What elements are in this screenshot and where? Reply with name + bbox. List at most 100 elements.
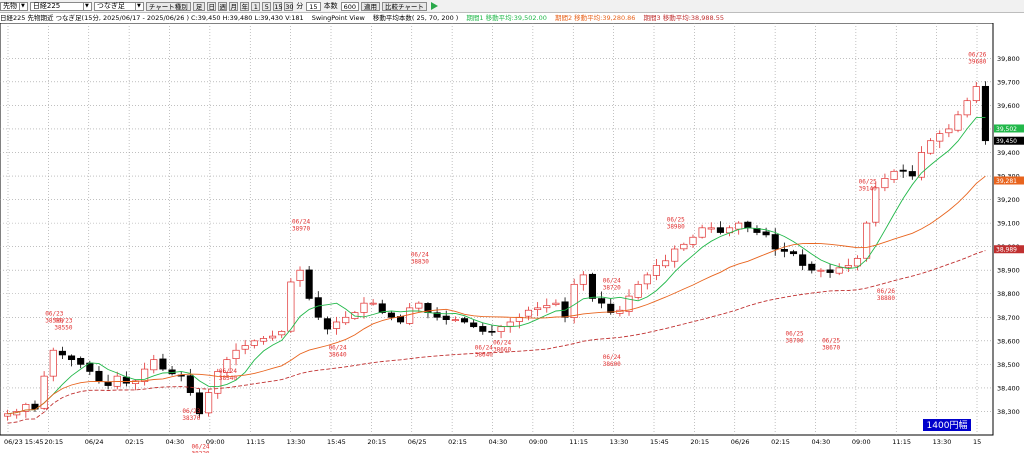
candle-body	[853, 258, 862, 267]
market-value: 先物	[3, 1, 17, 10]
candle-body	[899, 169, 907, 172]
candle-body	[543, 305, 551, 309]
chart-type-button[interactable]: チャート種別	[145, 1, 191, 11]
symbol-select[interactable]: 日経225 ▼	[29, 1, 92, 11]
swing-date-label: 06/24	[219, 368, 237, 375]
candle-body	[278, 331, 286, 336]
interval-input[interactable]: 15	[306, 1, 321, 11]
candle-body	[470, 322, 478, 328]
candle-body	[195, 392, 204, 415]
swing-price-label: 38580	[45, 318, 63, 325]
candle-body	[908, 171, 916, 177]
x-tick-label: 04:30	[812, 438, 831, 446]
swing-price-label: 39680	[968, 59, 986, 66]
period-button-3[interactable]: 年	[240, 1, 250, 11]
period-button-6[interactable]: 15	[273, 1, 283, 11]
candle-body	[579, 274, 587, 285]
chevron-down-icon: ▼	[135, 1, 141, 11]
candle-body	[598, 298, 606, 304]
price-tag	[994, 136, 1024, 145]
price-tag	[994, 176, 1024, 185]
candle-body	[625, 295, 633, 312]
candle-body	[488, 330, 496, 333]
swing-price-label: 38550	[54, 325, 72, 332]
candle-body	[524, 309, 533, 317]
candle-body	[342, 316, 350, 324]
period-button-2[interactable]: 月	[229, 1, 239, 11]
period-button-1[interactable]: 週	[218, 1, 228, 11]
mode-select[interactable]: つなぎ足 ▼	[93, 1, 144, 11]
x-tick-label: 20:15	[44, 438, 63, 446]
candle-body	[744, 221, 752, 229]
candle-body	[981, 85, 989, 142]
swing-price-label: 38660	[493, 347, 511, 354]
candle-body	[698, 227, 706, 238]
candle-body	[881, 178, 889, 189]
candle-body	[360, 302, 368, 313]
view-name: SwingPoint View	[311, 14, 365, 22]
swing-date-label: 06/26	[968, 52, 986, 59]
candle-body	[826, 269, 834, 273]
period-button-7[interactable]: 30	[284, 1, 294, 11]
candle-body	[305, 269, 313, 299]
y-tick-label: 38,500	[997, 361, 1020, 369]
period-button-5[interactable]: 5	[262, 1, 272, 11]
x-tick-label: 09:00	[206, 438, 225, 446]
candle-body	[205, 392, 213, 414]
swing-price-label: 38640	[475, 351, 493, 358]
y-tick-label: 38,800	[997, 290, 1020, 298]
compare-chart-button[interactable]: 比較チャート	[382, 1, 427, 11]
candle-body	[67, 355, 76, 361]
chart-info-bar: 日経225 先物期近 つなぎ足(15分, 2025/06/17 - 2025/0…	[0, 13, 1024, 23]
candle-body	[561, 301, 569, 318]
swing-date-label: 06/24	[603, 354, 621, 361]
price-tag	[994, 124, 1024, 133]
candle-body	[954, 114, 962, 131]
y-tick-label: 38,700	[997, 314, 1020, 322]
candle-body	[963, 100, 971, 116]
ma-params: 移動平均本数( 25, 70, 200 )	[372, 14, 459, 22]
bars-input[interactable]: 600	[340, 1, 359, 11]
candle-body	[588, 273, 597, 299]
candle-body	[214, 371, 222, 394]
candle-body	[131, 380, 140, 384]
candle-body	[150, 359, 158, 371]
market-select[interactable]: 先物 ▼	[0, 1, 28, 11]
apply-button[interactable]: 適用	[361, 1, 380, 11]
x-tick-label: 13:30	[933, 438, 952, 446]
candle-body	[4, 413, 12, 417]
ma1-line	[7, 117, 986, 415]
candle-body	[835, 267, 843, 274]
y-tick-label: 39,800	[997, 55, 1020, 63]
candle-body	[506, 321, 514, 327]
minute-label: 分	[296, 2, 304, 10]
day-button[interactable]: 足	[192, 1, 206, 11]
candlestick-chart[interactable]: 38,300 38,400 38,500 38,600 38,700 38,800 38,9…	[0, 23, 1024, 453]
candle-body	[570, 283, 578, 318]
period-button-4[interactable]: 1	[251, 1, 261, 11]
x-tick-label: 02:15	[125, 438, 144, 446]
x-tick-label: 04:30	[166, 438, 185, 446]
price-tag-label: 39,450	[996, 138, 1017, 145]
candle-body	[415, 302, 423, 309]
x-tick-label: 04:30	[489, 438, 508, 446]
candle-body	[552, 302, 560, 305]
y-tick-label: 39,600	[997, 102, 1020, 110]
candle-body	[662, 260, 670, 267]
chevron-down-icon: ▼	[83, 1, 89, 11]
candle-body	[40, 375, 48, 409]
candle-body	[872, 187, 880, 223]
swing-date-label: 06/24	[411, 252, 429, 259]
y-tick-label: 38,600	[997, 337, 1020, 345]
swing-price-label: 38370	[182, 415, 200, 422]
chart-title: 日経225 先物期近 つなぎ足(15分, 2025/06/17 - 2025/0…	[0, 14, 304, 22]
plot-frame	[0, 23, 994, 436]
candle-body	[104, 381, 112, 386]
candle-body	[22, 404, 30, 412]
swing-price-label: 38540	[219, 375, 237, 382]
ma2-line	[7, 175, 986, 415]
play-icon[interactable]	[430, 2, 438, 10]
period-button-0[interactable]: 日	[207, 1, 217, 11]
candle-body	[680, 243, 688, 250]
swing-date-label: 06/26	[877, 288, 895, 295]
